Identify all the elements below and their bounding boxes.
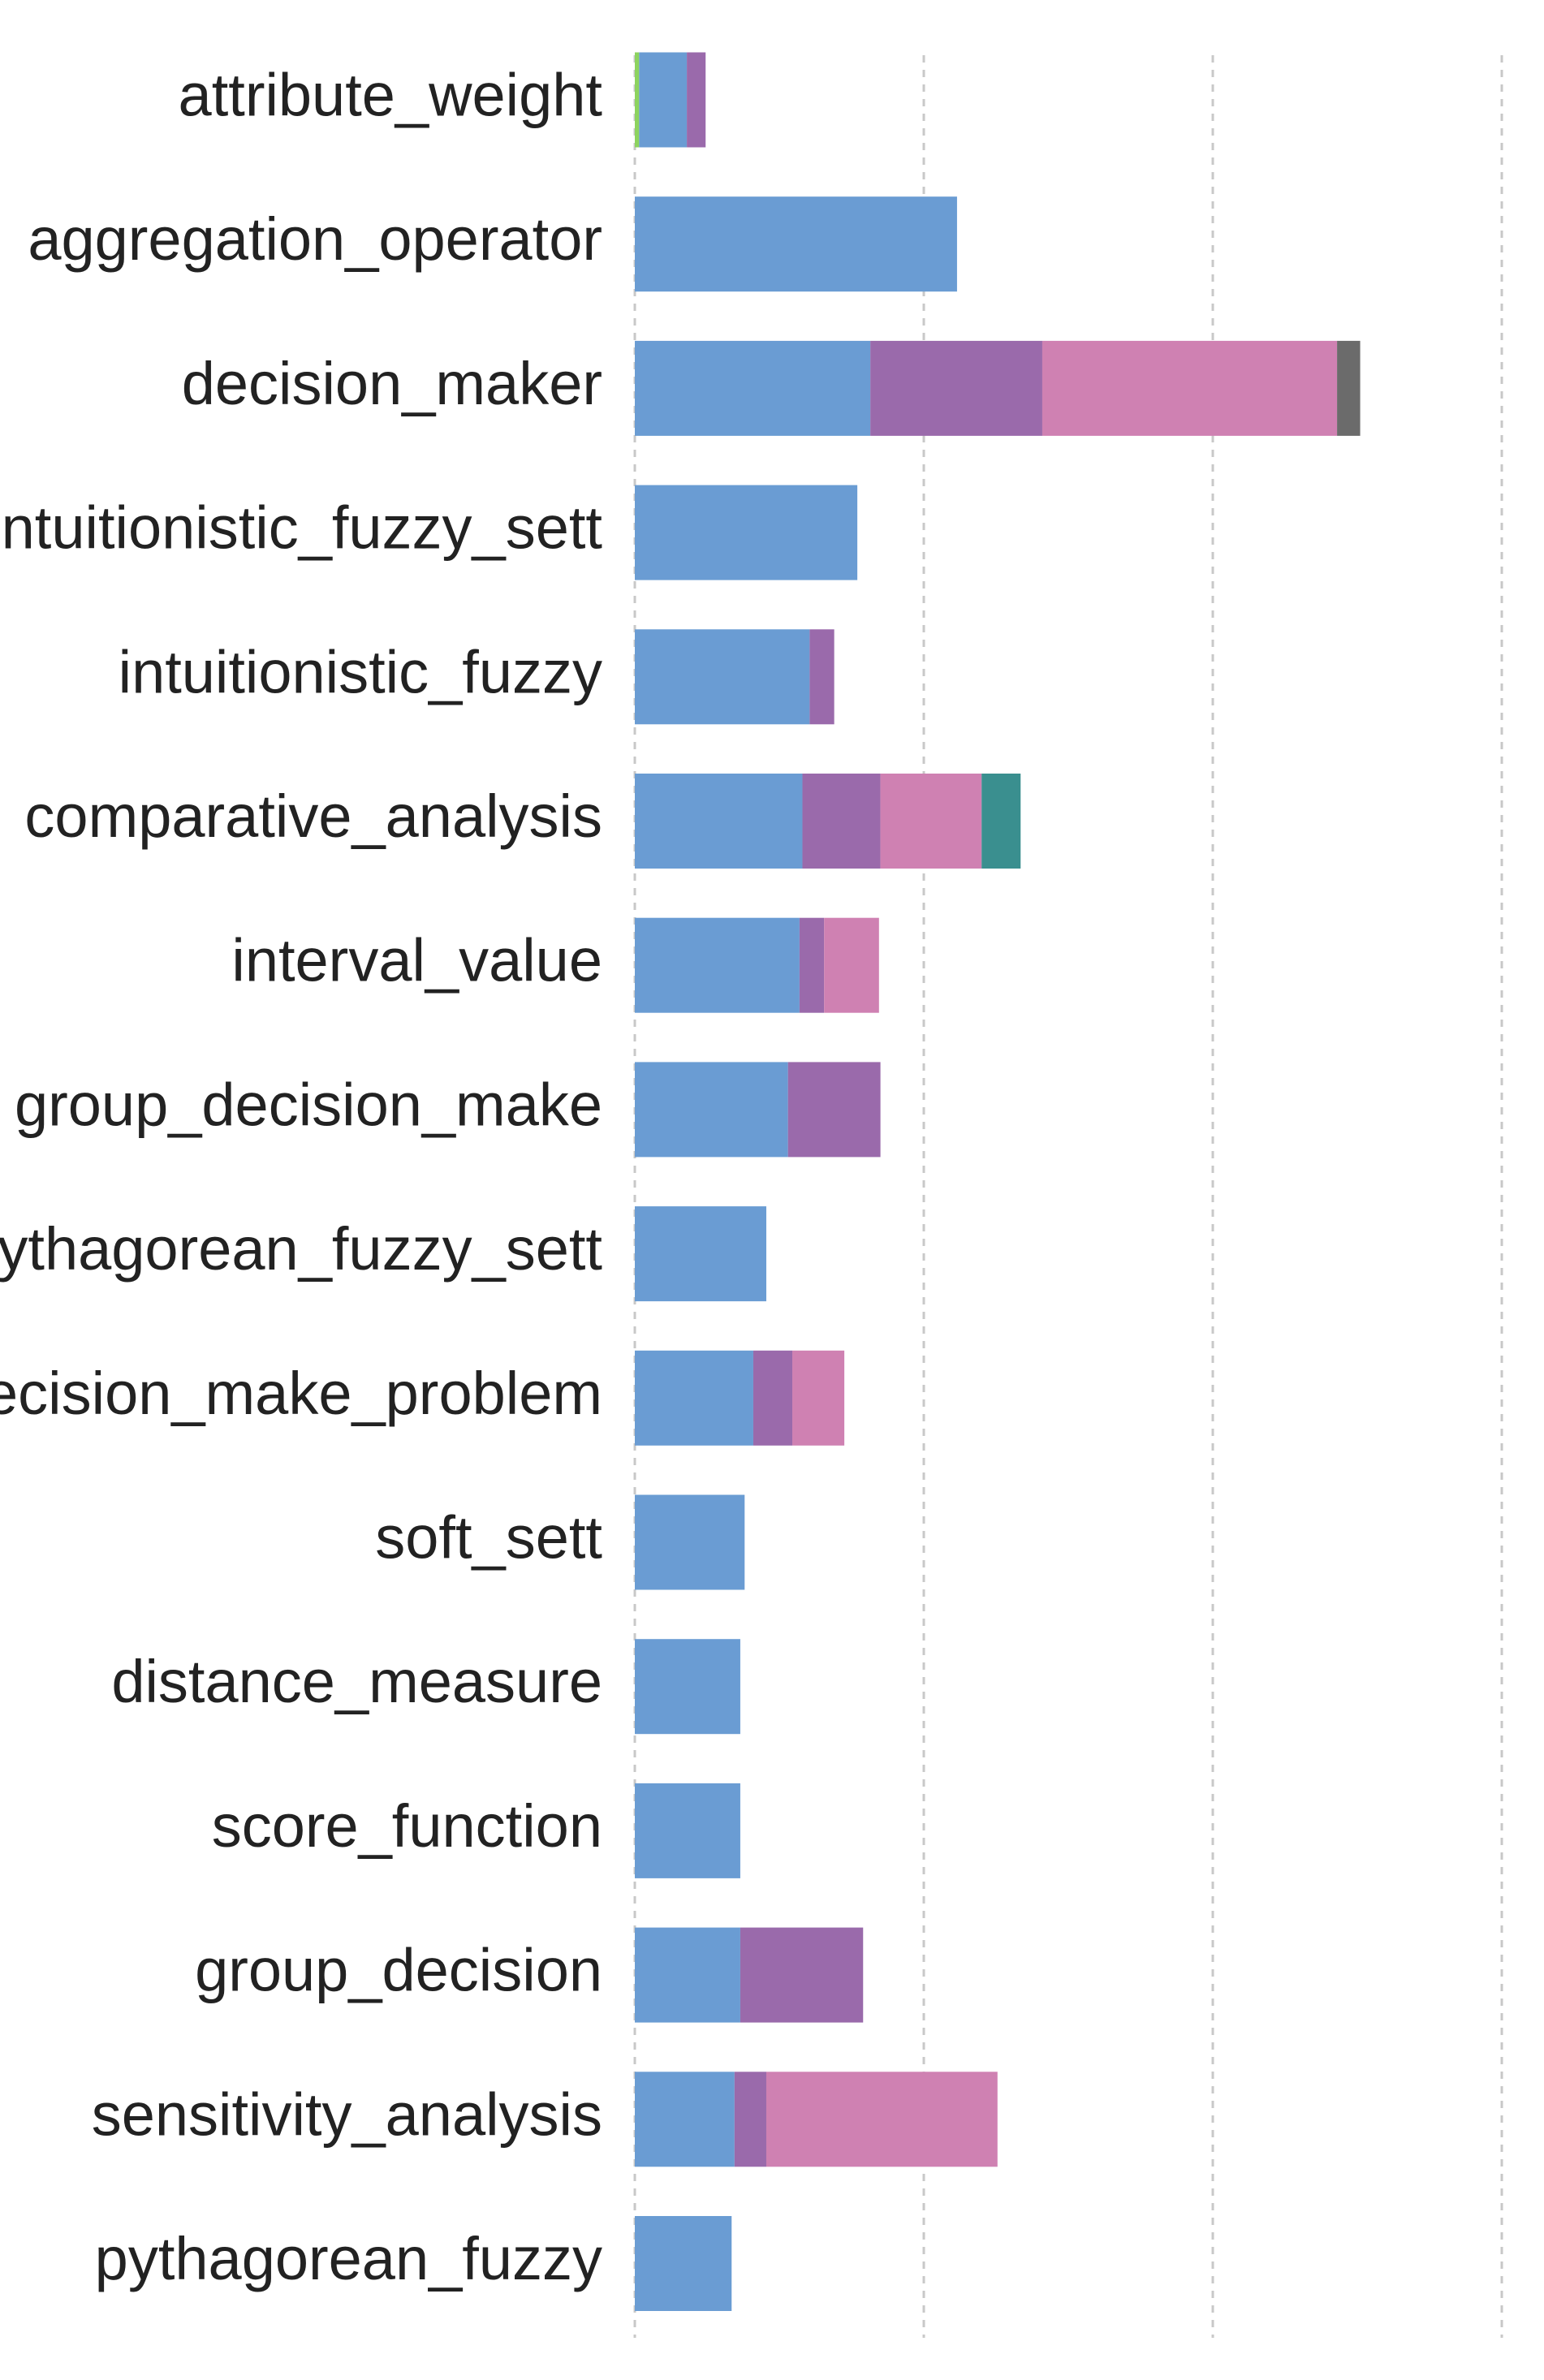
category-label-group_decision: group_decision (195, 1937, 602, 2004)
bar-group_decision_make-segment-1 (635, 1062, 788, 1158)
bar-group_decision-segment-1 (635, 1927, 740, 2023)
category-label-comparative_analysis: comparative_analysis (24, 783, 602, 850)
bar-comparative_analysis-segment-4 (981, 774, 1021, 869)
bar-score_function-segment-1 (635, 1783, 740, 1878)
category-labels: attribute_weight aggregation_operatordeci… (0, 62, 602, 2293)
bar-pythagorean_fuzzy-segment-1 (635, 2216, 732, 2311)
bar-aggregation_operator-segment-1 (635, 196, 957, 292)
bar-comparative_analysis-segment-1 (635, 774, 803, 869)
category-label-attribute_weight: attribute_weight (179, 62, 603, 129)
bar-decision_maker-segment-1 (635, 340, 871, 436)
bar-comparative_analysis-segment-3 (880, 774, 982, 869)
category-label-group_decision_make: group_decision_make (15, 1071, 602, 1138)
category-label-soft_sett: soft_sett (375, 1504, 602, 1572)
bar-decision_make_problem-segment-1 (635, 1350, 753, 1446)
bar-attribute_weight-segment-2 (687, 52, 706, 148)
category-label-distance_measure: distance_measure (111, 1648, 602, 1715)
bar-decision_maker-segment-3 (1042, 340, 1338, 436)
category-label-intuitionistic_fuzzy_sett: intuitionistic_fuzzy_sett (0, 494, 602, 562)
category-label-intuitionistic_fuzzy: intuitionistic_fuzzy (119, 638, 602, 705)
category-label-interval_value: interval_value (231, 927, 602, 994)
category-label-score_function: score_function (212, 1792, 602, 1860)
bar-sensitivity_analysis-segment-2 (734, 2072, 766, 2167)
bar-interval_value-segment-1 (635, 917, 800, 1013)
category-label-pythagorean_fuzzy: pythagorean_fuzzy (95, 2225, 602, 2292)
bar-group_decision_make-segment-2 (787, 1062, 881, 1158)
bar-pythagorean_fuzzy_sett-segment-1 (635, 1206, 766, 1302)
bar-attribute_weight-segment-1 (639, 52, 688, 148)
category-label-pythagorean_fuzzy_sett: pythagorean_fuzzy_sett (0, 1215, 602, 1283)
bar-interval_value-segment-3 (824, 917, 879, 1013)
bar-distance_measure-segment-1 (635, 1639, 740, 1735)
bar-intuitionistic_fuzzy-segment-2 (809, 629, 835, 725)
category-label-decision_make_problem: decision_make_problem (0, 1360, 602, 1427)
bar-comparative_analysis-segment-2 (802, 774, 881, 869)
bar-decision_make_problem-segment-2 (753, 1350, 793, 1446)
category-label-aggregation_operator: aggregation_operator (28, 205, 602, 273)
bar-attribute_weight-segment-0 (635, 52, 640, 148)
bar-interval_value-segment-2 (799, 917, 825, 1013)
bar-group_decision-segment-2 (740, 1927, 864, 2023)
bar-intuitionistic_fuzzy_sett-segment-1 (635, 485, 858, 580)
bar-sensitivity_analysis-segment-1 (635, 2072, 735, 2167)
category-label-sensitivity_analysis: sensitivity_analysis (92, 2080, 602, 2148)
bar-decision_maker-segment-5 (1337, 340, 1361, 436)
bar-soft_sett-segment-1 (635, 1494, 745, 1590)
bar-intuitionistic_fuzzy-segment-1 (635, 629, 810, 725)
bars (635, 52, 1361, 2311)
bar-decision_make_problem-segment-3 (792, 1350, 845, 1446)
bar-sensitivity_analysis-segment-3 (766, 2072, 998, 2167)
category-label-decision_maker: decision_maker (182, 350, 602, 417)
bar-decision_maker-segment-2 (870, 340, 1042, 436)
